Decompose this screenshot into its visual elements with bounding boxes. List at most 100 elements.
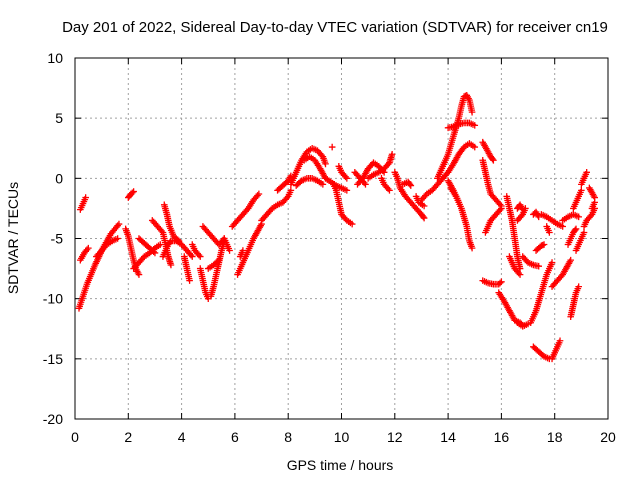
x-tick-label: 10: [334, 429, 350, 445]
data-point-marker: [420, 214, 428, 222]
series-arc-64: [567, 283, 582, 321]
data-point-marker: [498, 278, 505, 286]
series-arc-06: [122, 225, 143, 278]
series-arc-52: [519, 253, 543, 270]
data-point-marker: [362, 181, 369, 188]
series-arc-59: [543, 223, 553, 236]
series-arc-11: [160, 201, 183, 245]
data-point-marker: [556, 337, 564, 345]
series-arc-66: [572, 229, 588, 254]
series-arc-12: [180, 253, 193, 284]
data-point-marker: [158, 227, 165, 235]
x-tick-label: 6: [231, 429, 239, 445]
series-arc-67: [578, 169, 590, 188]
data-point-marker: [215, 256, 223, 264]
series-arc-21: [236, 247, 247, 260]
data-point-marker: [419, 213, 427, 221]
data-point-marker: [283, 194, 291, 202]
data-point-marker: [407, 182, 415, 189]
data-point-marker: [85, 244, 92, 252]
series-arc-29: [330, 181, 356, 228]
data-point-marker: [583, 169, 590, 176]
y-tick-label: -5: [51, 231, 64, 247]
data-point-marker: [115, 220, 123, 228]
x-tick-label: 0: [71, 429, 79, 445]
grid-lines: [75, 58, 608, 419]
data-point-marker: [567, 256, 574, 264]
data-point-marker: [175, 237, 183, 245]
series-arc-63: [564, 225, 580, 248]
data-point-marker: [559, 223, 566, 230]
data-point-marker: [575, 213, 582, 221]
data-point-marker: [130, 188, 137, 195]
series-arc-56: [532, 241, 548, 254]
series-arc-40: [444, 119, 479, 132]
series-arc-04: [93, 235, 121, 260]
x-tick-label: 12: [387, 429, 403, 445]
data-point-marker: [455, 199, 463, 206]
series-arc-22: [258, 187, 295, 224]
data-point-marker: [471, 122, 479, 129]
y-tick-labels: 10 5 0 -5 -10 -15 -20: [43, 50, 63, 427]
data-point-marker: [342, 173, 349, 181]
data-point-marker: [406, 181, 414, 188]
series-arc-61: [548, 256, 574, 290]
series-arc-60: [548, 337, 564, 363]
series-arc-38: [418, 140, 479, 204]
data-point-marker: [489, 155, 496, 163]
series-arc-05: [125, 188, 137, 201]
series-arc-18: [220, 235, 233, 254]
data-point-marker: [490, 156, 497, 164]
data-point-marker: [255, 190, 263, 198]
data-point-marker: [575, 283, 582, 290]
data-point-marker: [540, 241, 548, 248]
data-point-marker: [214, 258, 221, 265]
data-point-marker: [254, 192, 261, 199]
data-point-marker: [587, 212, 594, 220]
data-point-marker: [388, 150, 396, 158]
data-point-marker: [546, 229, 553, 236]
series-arc-14: [196, 265, 212, 302]
series-arc-17: [204, 256, 223, 272]
series-arc-62: [559, 211, 582, 224]
data-point-marker: [135, 271, 143, 278]
data-point-marker: [348, 220, 356, 228]
data-point-marker: [518, 212, 525, 220]
data-point-marker: [548, 259, 556, 266]
y-tick-label: 0: [55, 170, 63, 186]
series-arc-36: [399, 178, 415, 189]
x-tick-label: 2: [124, 429, 132, 445]
x-tick-label: 18: [547, 429, 563, 445]
series-arc-53: [514, 319, 532, 330]
series-arc-70: [588, 199, 598, 212]
series-arc-03: [75, 220, 123, 312]
data-point-marker: [187, 251, 195, 259]
series-arc-46: [482, 205, 505, 236]
series-arc-27: [328, 143, 336, 151]
data-point-marker: [498, 205, 505, 212]
series-arc-44: [479, 156, 505, 210]
series-arc-02: [77, 244, 92, 264]
data-point-marker: [468, 108, 476, 116]
data-point-marker: [571, 226, 579, 234]
data-marks: [75, 92, 598, 363]
data-point-marker: [578, 187, 585, 194]
data-point-marker: [572, 225, 580, 233]
y-tick-label: 10: [47, 50, 63, 66]
data-point-marker: [226, 247, 233, 254]
y-tick-label: -20: [43, 411, 63, 427]
x-axis-label: GPS time / hours: [287, 457, 394, 473]
series-arc-65: [570, 187, 585, 212]
series-arc-49: [506, 253, 524, 278]
y-axis-label: SDTVAR / TECUs: [5, 182, 21, 294]
series-arc-33: [364, 150, 396, 182]
data-point-marker: [239, 247, 247, 254]
data-point-marker: [496, 279, 504, 287]
data-point-marker: [522, 205, 529, 212]
data-point-marker: [195, 251, 203, 259]
series-arc-41: [447, 184, 476, 252]
series-arc-45: [479, 277, 505, 288]
x-tick-label: 20: [600, 429, 616, 445]
series-arc-50: [514, 201, 527, 213]
